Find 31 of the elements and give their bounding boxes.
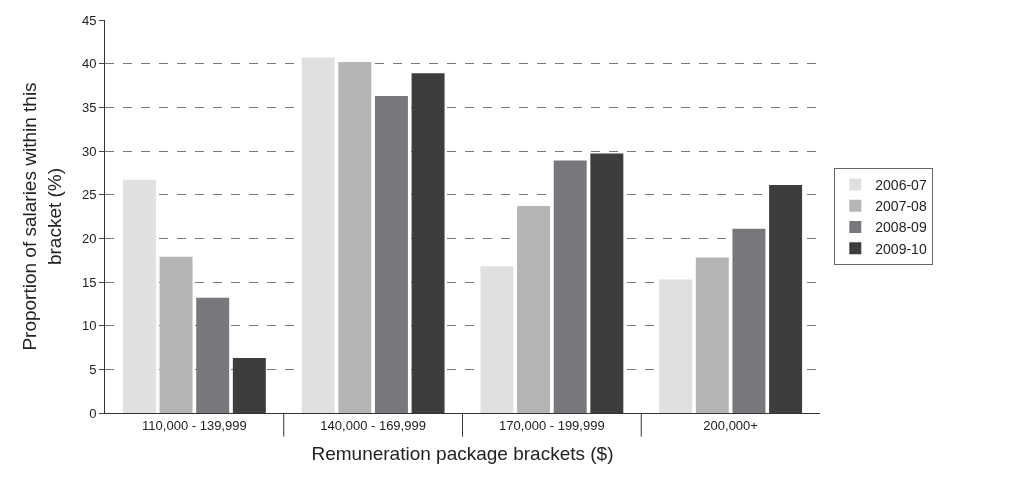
bar xyxy=(553,160,587,413)
y-tick-label: 5 xyxy=(89,361,97,377)
bar xyxy=(517,206,551,413)
y-tick-label: 45 xyxy=(81,12,97,28)
y-tick-label: 40 xyxy=(81,56,97,72)
legend-label: 2006-07 xyxy=(875,177,927,194)
y-tick-label: 10 xyxy=(81,318,97,334)
x-tick-label: 110,000 - 139,999 xyxy=(142,417,247,433)
legend-label: 2008-09 xyxy=(875,219,927,236)
y-tick-label: 30 xyxy=(81,143,97,159)
y-tick-label: 20 xyxy=(81,230,97,246)
bar xyxy=(301,57,335,413)
y-tick-label: 35 xyxy=(81,99,97,115)
bar xyxy=(122,179,156,413)
bar xyxy=(374,95,408,413)
x-tick-label: 200,000+ xyxy=(703,417,758,433)
x-tick-label: 140,000 - 169,999 xyxy=(320,417,426,433)
y-tick-label: 15 xyxy=(81,274,97,290)
bar xyxy=(480,266,514,413)
legend-label: 2009-10 xyxy=(875,240,927,257)
y-tick-label: 25 xyxy=(81,187,97,203)
bar xyxy=(338,61,372,413)
bar xyxy=(732,228,766,413)
x-axis-title: Remuneration package brackets ($) xyxy=(311,443,614,465)
bar xyxy=(695,257,729,413)
x-tick-label: 170,000 - 199,999 xyxy=(499,417,605,433)
bar xyxy=(659,279,693,413)
y-axis-title: Proportion of salaries within this bracket (%) xyxy=(19,82,65,351)
bar xyxy=(159,256,193,413)
y-tick-label: 0 xyxy=(89,405,97,421)
legend-label: 2007-08 xyxy=(875,198,927,215)
